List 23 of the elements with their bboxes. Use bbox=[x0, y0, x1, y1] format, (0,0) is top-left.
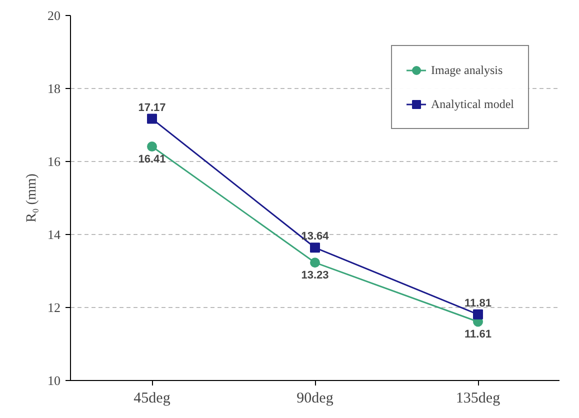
y-tick-label: 20 bbox=[48, 8, 60, 23]
point bbox=[310, 258, 320, 268]
x-tick-label: 135deg bbox=[456, 390, 501, 406]
point bbox=[147, 142, 157, 152]
data-label: 16.41 bbox=[138, 154, 166, 166]
point bbox=[147, 114, 157, 124]
point bbox=[473, 309, 483, 320]
data-label: 17.17 bbox=[138, 102, 166, 114]
point bbox=[310, 242, 320, 253]
legend-label: Image analysis bbox=[431, 62, 503, 78]
data-label: 13.64 bbox=[301, 230, 330, 243]
y-tick-label: 12 bbox=[48, 300, 60, 315]
y-axis-title: R₀ (mm) bbox=[24, 173, 40, 222]
x-tick-label: 90deg bbox=[296, 390, 334, 406]
data-label: 11.81 bbox=[464, 297, 492, 310]
y-tick-label: 18 bbox=[48, 81, 60, 96]
data-label: 11.61 bbox=[464, 328, 492, 341]
legend-label: Analytical model bbox=[431, 96, 514, 112]
x-tick-label: 45deg bbox=[134, 390, 171, 406]
data-label: 13.23 bbox=[301, 270, 329, 282]
y-tick-label: 10 bbox=[48, 373, 60, 388]
y-tick-label: 16 bbox=[48, 154, 61, 169]
y-tick-label: 14 bbox=[48, 227, 61, 242]
